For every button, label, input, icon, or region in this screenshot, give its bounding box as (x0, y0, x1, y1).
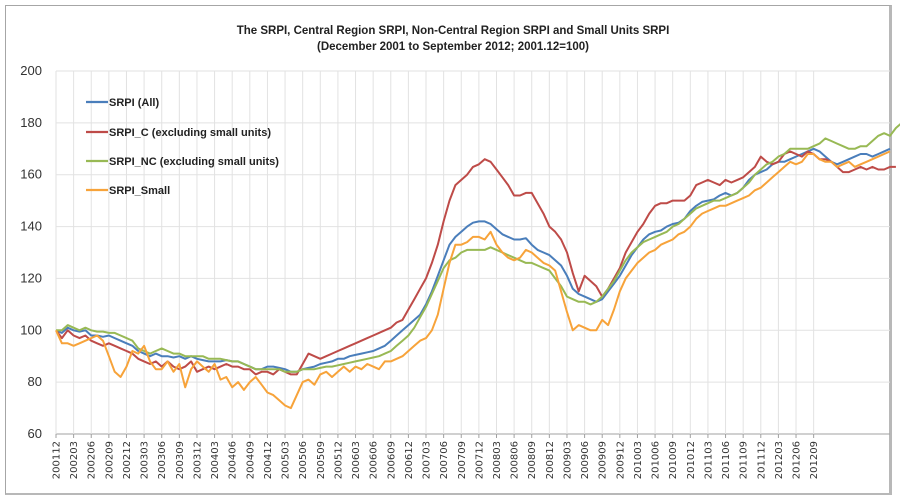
legend-item: SRPI (All) (86, 97, 159, 109)
x-tick-label: 200603 (351, 441, 362, 479)
y-tick-label: 160 (20, 167, 42, 182)
chart-subtitle: (December 2001 to September 2012; 2001.1… (317, 41, 589, 53)
x-tick-label: 200612 (404, 441, 415, 479)
x-tick-label: 201006 (651, 441, 662, 479)
x-tick-label: 200912 (615, 441, 626, 479)
x-tick-label: 200403 (210, 441, 221, 479)
x-tick-label: 201109 (739, 441, 750, 479)
x-tick-label: 200703 (422, 441, 433, 479)
gridlines (55, 70, 890, 438)
x-tick-label: 200412 (263, 441, 274, 479)
x-tick-label: 200712 (474, 441, 485, 479)
x-tick-label: 200806 (510, 441, 521, 479)
x-tick-label: 201003 (633, 441, 644, 479)
x-tick-label: 201106 (721, 441, 732, 479)
x-tick-label: 200306 (157, 441, 168, 479)
x-tick-label: 200503 (281, 441, 292, 479)
x-tick-label: 200609 (386, 441, 397, 479)
x-tick-label: 200706 (439, 441, 450, 479)
x-tick-label: 201112 (756, 441, 767, 479)
x-tick-label: 200606 (369, 441, 380, 479)
x-tick-label: 200509 (316, 441, 327, 479)
x-tick-label: 200212 (122, 441, 133, 479)
legend-label: SRPI_Small (109, 185, 170, 197)
x-tick-label: 201203 (774, 441, 785, 479)
series-line-1 (55, 150, 896, 376)
x-tick-label: 200512 (333, 441, 344, 479)
x-tick-label: 200809 (527, 441, 538, 479)
x-tick-label: 200309 (175, 441, 186, 479)
x-tick-label: 201012 (686, 441, 697, 479)
x-tick-label: 200209 (104, 441, 115, 479)
x-tick-label: 201103 (703, 441, 714, 479)
x-tick-label: 200812 (545, 441, 556, 479)
y-tick-label: 200 (20, 63, 42, 78)
x-tick-label: 200409 (245, 441, 256, 479)
y-tick-label: 60 (28, 426, 42, 441)
series-line-2 (56, 123, 900, 373)
x-tick-label: 200709 (457, 441, 468, 479)
series-line-3 (55, 150, 891, 410)
series-lines (55, 123, 900, 410)
y-tick-label: 80 (28, 374, 42, 389)
x-tick-label: 200909 (598, 441, 609, 479)
x-tick-label: 200303 (140, 441, 151, 479)
x-tick-label: 200903 (562, 441, 573, 479)
legend-item: SRPI_C (excluding small units) (86, 127, 271, 139)
chart-title: The SRPI, Central Region SRPI, Non-Centr… (237, 25, 670, 37)
x-tick-label: 200506 (298, 441, 309, 479)
legend-label: SRPI (All) (109, 97, 159, 109)
y-tick-label: 100 (20, 322, 42, 337)
x-axis-ticks: 200112 200203 200206 200209 200212 200303 2003… (52, 441, 821, 479)
x-tick-label: 200803 (492, 441, 503, 479)
x-tick-label: 201209 (809, 441, 820, 479)
y-tick-label: 120 (20, 270, 42, 285)
x-tick-label: 200312 (192, 441, 203, 479)
x-tick-label: 200906 (580, 441, 591, 479)
x-tick-label: 200203 (69, 441, 80, 479)
x-tick-label: 200406 (228, 441, 239, 479)
y-axis-ticks: 60 80 100 120 140 160 180 200 (20, 63, 42, 441)
x-tick-label: 201009 (668, 441, 679, 479)
series-line-0 (55, 147, 891, 373)
legend-label: SRPI_C (excluding small units) (109, 127, 271, 139)
legend: SRPI (All) SRPI_C (excluding small units)… (86, 97, 279, 197)
legend-label: SRPI_NC (excluding small units) (109, 156, 279, 168)
legend-item: SRPI_Small (86, 185, 170, 197)
x-tick-label: 200112 (52, 441, 63, 479)
y-tick-label: 180 (20, 115, 42, 130)
y-tick-label: 140 (20, 219, 42, 234)
x-tick-label: 201206 (792, 441, 803, 479)
x-tick-label: 200206 (87, 441, 98, 479)
legend-item: SRPI_NC (excluding small units) (86, 156, 279, 168)
